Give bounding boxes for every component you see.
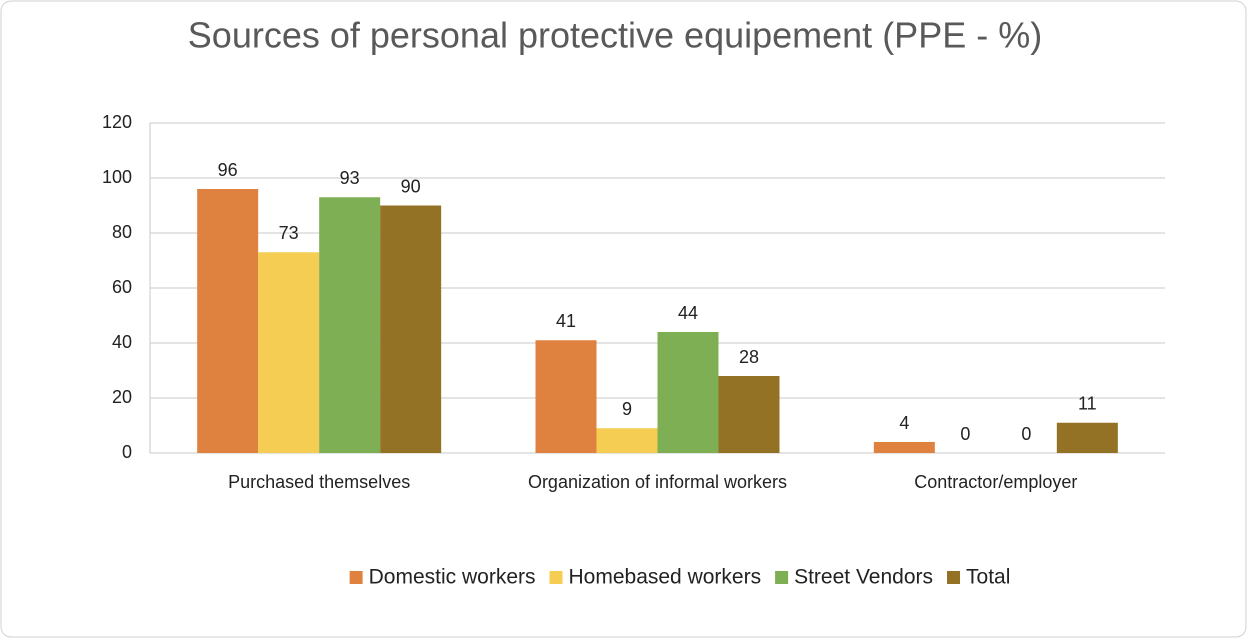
legend-label: Domestic workers xyxy=(369,566,536,589)
y-tick-label: 100 xyxy=(102,167,132,187)
x-tick-label: Purchased themselves xyxy=(228,472,410,492)
y-tick-label: 60 xyxy=(112,277,132,297)
x-tick-label: Organization of informal workers xyxy=(528,472,787,492)
legend-swatch xyxy=(775,571,789,584)
y-tick-label: 80 xyxy=(112,222,132,242)
data-label: 28 xyxy=(739,347,759,367)
legend: Domestic workers Homebased workers Street … xyxy=(349,566,1010,589)
data-label: 0 xyxy=(960,424,970,444)
legend-swatch xyxy=(947,571,961,584)
bar xyxy=(258,252,320,453)
data-label: 41 xyxy=(556,311,576,331)
bar xyxy=(657,332,719,453)
data-label: 4 xyxy=(899,413,909,433)
legend-label: Street Vendors xyxy=(794,566,933,589)
bar xyxy=(197,189,259,453)
chart-title: Sources of personal protective equipemen… xyxy=(188,15,1042,56)
data-label: 93 xyxy=(340,168,360,188)
legend-swatch xyxy=(349,571,363,584)
bar xyxy=(596,428,658,453)
bar xyxy=(319,197,381,453)
legend-label: Total xyxy=(966,566,1010,589)
data-label: 11 xyxy=(1078,394,1097,414)
bar xyxy=(718,376,780,453)
data-label: 73 xyxy=(279,223,299,243)
y-tick-label: 20 xyxy=(112,387,132,407)
data-label: 44 xyxy=(678,303,698,323)
bar xyxy=(1056,422,1118,453)
legend-label: Homebased workers xyxy=(569,566,762,589)
bar xyxy=(873,442,935,453)
data-label: 0 xyxy=(1021,424,1031,444)
bar xyxy=(380,205,442,453)
data-label: 96 xyxy=(218,160,238,180)
bar xyxy=(535,340,597,453)
x-tick-label: Contractor/employer xyxy=(914,472,1077,492)
legend-swatch xyxy=(549,571,563,584)
data-label: 9 xyxy=(622,399,632,419)
y-tick-label: 0 xyxy=(122,442,132,462)
y-tick-label: 40 xyxy=(112,332,132,352)
y-tick-label: 120 xyxy=(102,112,132,132)
data-label: 90 xyxy=(401,176,421,196)
